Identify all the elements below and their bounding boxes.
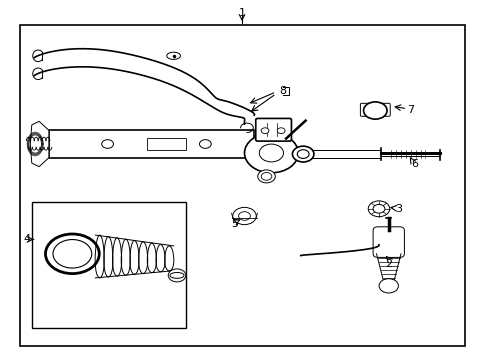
Text: 5: 5 (230, 219, 237, 229)
Circle shape (257, 170, 275, 183)
Circle shape (45, 234, 99, 274)
Circle shape (367, 201, 389, 217)
Circle shape (168, 269, 185, 282)
Circle shape (199, 140, 211, 148)
Circle shape (292, 146, 313, 162)
Circle shape (238, 212, 250, 220)
Text: 4: 4 (23, 234, 30, 244)
Circle shape (232, 207, 256, 225)
Circle shape (363, 102, 386, 119)
Text: 2: 2 (385, 258, 391, 269)
Circle shape (259, 144, 283, 162)
Text: 3: 3 (394, 204, 401, 214)
Bar (146, 138, 185, 150)
Polygon shape (30, 121, 49, 167)
Circle shape (244, 133, 298, 173)
Text: 1: 1 (238, 8, 245, 18)
Text: 6: 6 (410, 159, 417, 169)
Circle shape (378, 279, 398, 293)
Circle shape (53, 239, 92, 268)
Circle shape (261, 172, 271, 180)
Circle shape (261, 128, 268, 134)
Circle shape (297, 150, 308, 158)
Circle shape (277, 128, 285, 134)
FancyBboxPatch shape (372, 227, 404, 257)
Circle shape (102, 140, 113, 148)
Bar (32, 202, 185, 328)
FancyBboxPatch shape (255, 118, 291, 141)
Text: 8: 8 (279, 86, 285, 96)
Bar (49, 130, 254, 158)
Circle shape (372, 204, 384, 213)
Bar (20, 25, 464, 346)
FancyBboxPatch shape (360, 103, 389, 116)
Text: 7: 7 (407, 105, 413, 115)
